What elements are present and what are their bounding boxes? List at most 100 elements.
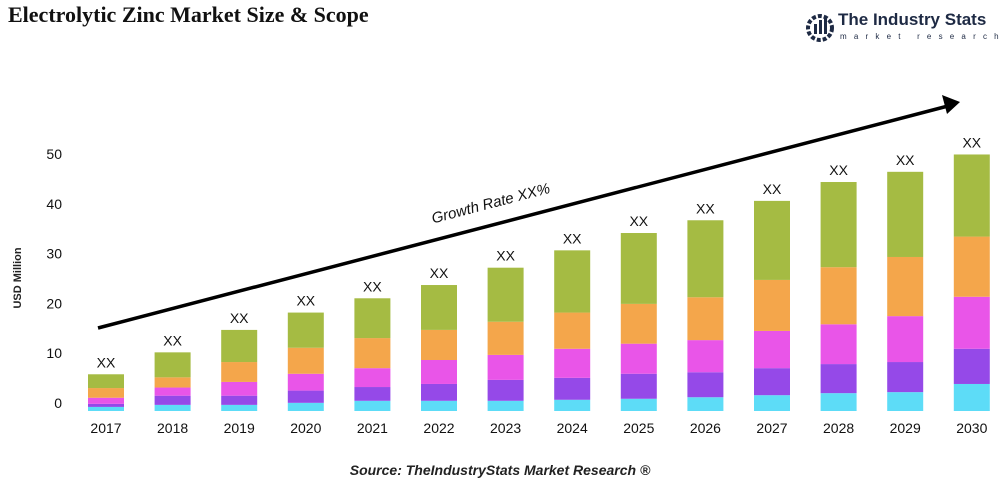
x-tick-label: 2018: [157, 420, 188, 436]
bar-segment: [554, 377, 591, 400]
bar-segment: [620, 373, 657, 399]
bar-segment: [554, 399, 591, 411]
bar-value-label: XX: [230, 310, 249, 326]
bar-segment: [221, 329, 258, 363]
bar-segment: [354, 338, 391, 369]
bar-segment: [620, 398, 657, 411]
logo-name: The Industry Stats: [838, 10, 987, 29]
bar-segment: [820, 267, 857, 325]
logo: The Industry Stats market research: [806, 8, 999, 48]
bar-segment: [354, 368, 391, 388]
bar-value-label: XX: [296, 293, 315, 309]
bar-segment: [221, 395, 258, 405]
bar-segment: [754, 368, 790, 396]
bar-segment: [287, 390, 324, 403]
bar-value-label: XX: [563, 230, 582, 246]
bar-segment: [154, 377, 191, 388]
bar-segment: [687, 220, 724, 298]
bar-segment: [354, 400, 391, 411]
bar-value-label: XX: [629, 213, 648, 229]
bar-value-label: XX: [363, 278, 382, 294]
bar-segment: [953, 383, 990, 411]
bar-segment: [687, 372, 724, 398]
bar-value-label: XX: [696, 200, 715, 216]
x-tick-label: 2017: [90, 420, 121, 436]
x-tick-label: 2020: [290, 420, 321, 436]
x-tick-label: 2023: [490, 420, 521, 436]
bar-value-label: XX: [896, 152, 915, 168]
x-tick-label: 2028: [823, 420, 854, 436]
y-tick-label: 40: [46, 196, 62, 212]
bar-segment: [554, 348, 591, 378]
bar-segment: [487, 379, 524, 401]
bar-segment: [953, 348, 990, 384]
bar-segment: [154, 404, 191, 411]
bar-value-label: XX: [962, 134, 981, 150]
arrow-head-icon: [942, 95, 960, 114]
bar-segment: [820, 182, 857, 268]
bar-segment: [88, 374, 124, 389]
bar-segment: [154, 395, 191, 405]
chart-title: Electrolytic Zinc Market Size & Scope: [8, 2, 369, 27]
bar-segment: [221, 381, 258, 396]
bar-segment: [687, 397, 724, 411]
x-tick-label: 2022: [423, 420, 454, 436]
bar-segment: [487, 321, 524, 355]
bar-segment: [287, 347, 324, 374]
x-tick-label: 2021: [357, 420, 388, 436]
y-tick-label: 0: [54, 395, 62, 411]
bar-segment: [820, 393, 857, 411]
bar-segment: [820, 364, 857, 394]
bar-segment: [421, 400, 457, 411]
growth-rate-annotation: Growth Rate XX%: [430, 180, 552, 227]
x-tick-label: 2024: [557, 420, 588, 436]
bar-value-label: XX: [430, 265, 449, 281]
bar-segment: [687, 297, 724, 341]
gear-chart-icon: [806, 14, 834, 42]
logo-tagline: market research: [840, 32, 1000, 41]
bar-segment: [953, 296, 990, 349]
bar-segment: [221, 362, 258, 382]
bar-value-label: XX: [829, 162, 848, 178]
bar-segment: [887, 392, 924, 411]
bar-segment: [754, 279, 790, 331]
bar-segment: [820, 324, 857, 365]
bar-segment: [154, 387, 191, 396]
bar-segment: [487, 400, 524, 411]
bar-value-label: XX: [163, 332, 182, 348]
bar-segment: [620, 233, 657, 304]
bar-segment: [88, 406, 124, 411]
y-tick-label: 50: [46, 146, 62, 162]
bar-segment: [554, 312, 591, 349]
bar-segment: [887, 256, 924, 317]
x-tick-label: 2029: [890, 420, 921, 436]
bar-segment: [421, 360, 457, 384]
bar-value-label: XX: [97, 354, 116, 370]
bar-segment: [88, 397, 124, 404]
bar-segment: [421, 383, 457, 401]
bar-value-label: XX: [763, 181, 782, 197]
bar-segment: [287, 402, 324, 411]
bar-segment: [354, 298, 391, 339]
y-tick-label: 10: [46, 345, 62, 361]
bar-segment: [554, 250, 591, 313]
source-note: Source: TheIndustryStats Market Research…: [349, 462, 651, 478]
bar-segment: [287, 312, 324, 348]
y-axis-label: USD Million: [12, 247, 24, 308]
bar-segment: [88, 403, 124, 407]
x-tick-label: 2019: [224, 420, 255, 436]
bar-segment: [620, 343, 657, 374]
bar-segment: [754, 395, 790, 411]
bar-segment: [953, 236, 990, 297]
bar-segment: [287, 373, 324, 391]
bar-segment: [953, 154, 990, 237]
y-tick-label: 20: [46, 295, 62, 311]
x-tick-label: 2030: [956, 420, 987, 436]
bar-segment: [154, 352, 191, 378]
x-tick-label: 2026: [690, 420, 721, 436]
bar-segment: [620, 303, 657, 344]
bar-segment: [88, 388, 124, 398]
x-tick-label: 2027: [756, 420, 787, 436]
